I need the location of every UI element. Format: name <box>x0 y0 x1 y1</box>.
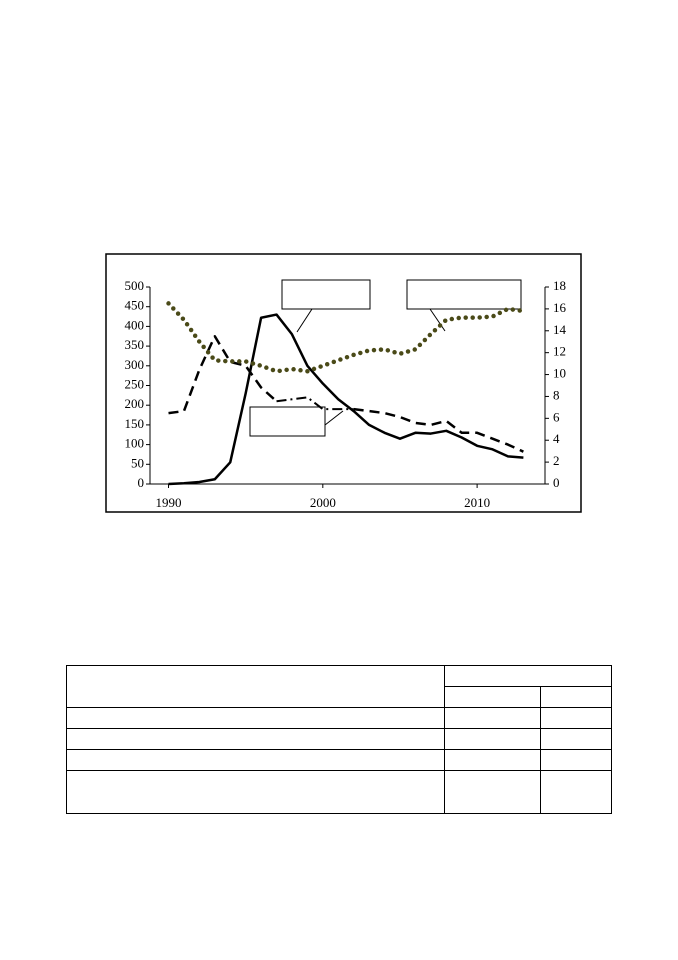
callout-pointer <box>324 410 344 426</box>
callout-box <box>249 406 326 437</box>
y-tick-label: 200 <box>125 396 145 411</box>
cell <box>540 749 612 771</box>
chart-frame <box>105 253 582 513</box>
y2-tick-label: 0 <box>553 475 560 490</box>
y2-tick-label: 18 <box>553 278 566 293</box>
y-tick-label: 50 <box>131 455 144 470</box>
y2-tick-label: 10 <box>553 366 566 381</box>
cell <box>540 728 612 750</box>
callout-box <box>281 279 371 310</box>
cell <box>66 749 445 771</box>
cell <box>540 707 612 729</box>
callout-pointer <box>429 308 446 332</box>
callout-box <box>406 279 522 310</box>
chart: 0 50 100 150 200 250 300 350 400 450 500 0 2 4 6 8 10 12 1… <box>105 253 582 513</box>
cell <box>66 665 445 708</box>
cell <box>444 770 541 814</box>
y2-tick-label: 8 <box>553 387 560 402</box>
y2-tick-label: 4 <box>553 431 560 446</box>
series-line <box>168 313 524 486</box>
y2-tick-label: 6 <box>553 409 560 424</box>
x-tick-label: 1990 <box>156 495 182 510</box>
cell <box>540 686 612 708</box>
series-line <box>168 335 524 453</box>
y-tick-label: 350 <box>125 337 145 352</box>
cell <box>444 665 612 687</box>
y-tick-label: 400 <box>125 317 145 332</box>
y-tick-label: 450 <box>125 298 145 313</box>
callout-pointer <box>296 308 313 333</box>
cell <box>444 686 541 708</box>
cell <box>444 749 541 771</box>
cell <box>66 770 445 814</box>
table <box>66 665 612 814</box>
x-tick-label: 2000 <box>310 495 336 510</box>
series-line <box>276 396 354 411</box>
y2-tick-label: 16 <box>553 300 567 315</box>
cell <box>66 728 445 750</box>
cell <box>66 707 445 729</box>
series-line <box>166 301 526 374</box>
x-tick-label: 2010 <box>464 495 490 510</box>
y-tick-label: 300 <box>125 357 145 372</box>
cell <box>444 728 541 750</box>
y-tick-label: 500 <box>125 278 145 293</box>
cell <box>540 770 612 814</box>
y-tick-label: 250 <box>125 376 145 391</box>
y2-tick-label: 2 <box>553 453 560 468</box>
y2-tick-label: 14 <box>553 322 567 337</box>
y2-tick-label: 12 <box>553 344 566 359</box>
y-tick-label: 0 <box>138 475 145 490</box>
cell <box>444 707 541 729</box>
y-tick-label: 100 <box>125 436 145 451</box>
y-tick-label: 150 <box>125 416 145 431</box>
